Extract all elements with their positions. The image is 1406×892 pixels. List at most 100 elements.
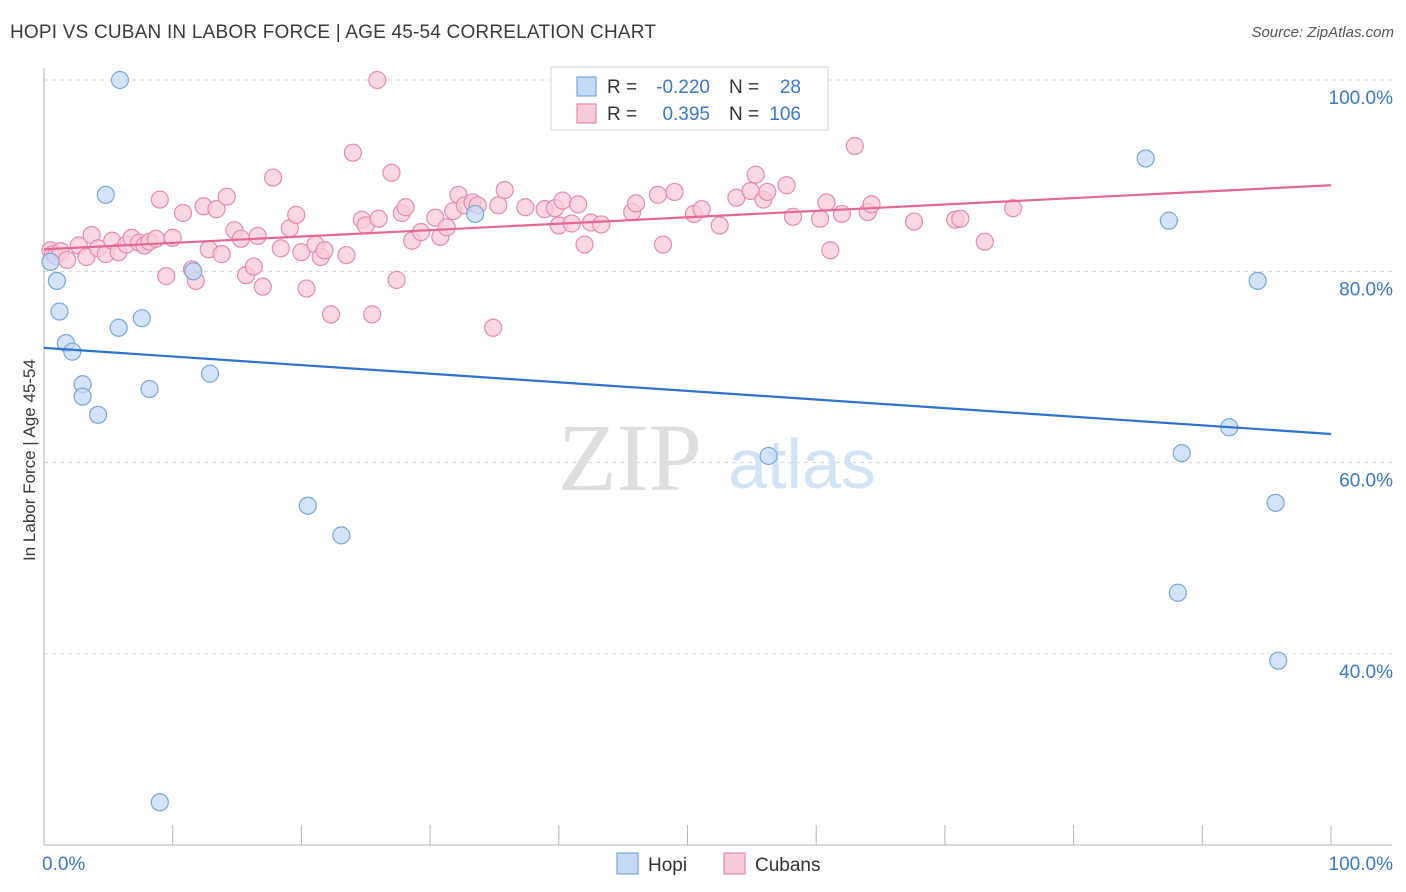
watermark-atlas: atlas <box>728 425 876 503</box>
hopi-point <box>1269 651 1288 670</box>
hopi-point <box>150 793 169 812</box>
legend: Hopi Cubans <box>616 852 821 876</box>
cuban-point <box>553 191 572 210</box>
cuban-point <box>387 270 406 290</box>
hopi-point <box>96 185 115 204</box>
points-layer <box>41 70 1288 812</box>
cuban-point <box>368 70 387 90</box>
stats-hopi-r-label: R = <box>607 77 637 98</box>
hopi-point <box>110 70 130 90</box>
cuban-point <box>484 318 503 337</box>
cuban-point <box>575 235 594 254</box>
hopi-point <box>1266 493 1285 512</box>
source-credit: Source: ZipAtlas.com <box>1251 24 1394 41</box>
cuban-point <box>217 187 236 206</box>
hopi-point <box>1248 271 1267 290</box>
cuban-trend-line <box>43 184 1332 251</box>
cuban-point <box>592 215 611 234</box>
stats-cuban-n-value: 106 <box>769 104 801 125</box>
hopi-point <box>109 318 128 337</box>
hopi-point <box>759 446 778 466</box>
cuban-point <box>495 180 514 200</box>
hopi-point <box>298 496 317 515</box>
cuban-point <box>810 209 830 228</box>
cuban-point <box>821 241 840 260</box>
cuban-point <box>297 279 316 298</box>
stats-cuban-n-label: N = <box>729 104 759 125</box>
hopi-point <box>466 204 485 224</box>
stats-hopi-swatch <box>576 76 597 97</box>
stats-box-frame <box>550 66 829 131</box>
watermark: ZIP atlas <box>558 404 876 511</box>
cuban-point <box>263 168 283 187</box>
cuban-point <box>665 182 684 202</box>
cuban-point <box>244 257 263 276</box>
x-tick-label: 100.0% <box>1329 854 1394 875</box>
legend-hopi-swatch <box>616 852 639 875</box>
cuban-point <box>150 190 169 209</box>
stats-hopi-n-value: 28 <box>780 77 801 98</box>
hopi-point <box>1136 149 1155 168</box>
hopi-point <box>132 309 151 328</box>
cuban-point <box>369 209 388 228</box>
y-tick-label: 100.0% <box>1329 88 1394 109</box>
legend-cubans-swatch <box>723 852 746 875</box>
cuban-point <box>315 241 334 260</box>
hopi-point <box>50 302 69 321</box>
stats-hopi-r-value: -0.220 <box>656 77 710 98</box>
hopi-point <box>184 262 203 281</box>
cuban-point <box>832 204 852 224</box>
cuban-point <box>710 216 729 235</box>
cuban-point <box>569 195 588 214</box>
cuban-point <box>904 212 924 231</box>
cuban-point <box>287 205 306 224</box>
cuban-point <box>207 200 226 219</box>
axes-layer <box>43 68 1392 846</box>
cuban-point <box>648 185 667 204</box>
cuban-point <box>382 163 401 182</box>
cuban-point <box>411 223 431 242</box>
hopi-point <box>47 271 66 290</box>
watermark-zip: ZIP <box>558 404 702 511</box>
chart-title: HOPI VS CUBAN IN LABOR FORCE | AGE 45-54… <box>10 22 657 43</box>
hopi-point <box>332 526 351 545</box>
cuban-point <box>975 232 994 251</box>
cuban-point <box>862 195 881 214</box>
stats-cuban-swatch <box>576 103 597 124</box>
cuban-point <box>777 176 796 195</box>
cuban-point <box>253 277 272 296</box>
cuban-point <box>951 209 970 228</box>
cuban-point <box>212 245 231 264</box>
cuban-point <box>271 239 290 258</box>
y-axis-label: In Labor Force | Age 45-54 <box>20 359 39 561</box>
cuban-point <box>321 305 341 324</box>
stats-box: R = -0.220 N = 28 R = 0.395 N = 106 <box>550 66 829 131</box>
stats-cuban-r-label: R = <box>607 104 637 125</box>
legend-hopi-label: Hopi <box>648 855 687 876</box>
hopi-point <box>41 252 60 271</box>
stats-cuban-r-value: 0.395 <box>662 104 710 125</box>
cuban-point <box>337 245 356 265</box>
cuban-point <box>363 305 382 324</box>
cuban-point <box>248 226 267 246</box>
x-tick-label: 0.0% <box>42 854 85 875</box>
trend-layer <box>43 184 1332 436</box>
hopi-point <box>1159 211 1178 230</box>
hopi-point <box>200 364 220 383</box>
cuban-point <box>157 267 176 286</box>
cuban-point <box>845 136 864 156</box>
grid-layer <box>44 79 1392 655</box>
cuban-point <box>516 198 535 217</box>
cuban-point <box>343 143 362 162</box>
hopi-point <box>88 405 108 424</box>
hopi-trend-line <box>43 346 1332 436</box>
hopi-point <box>73 387 92 406</box>
cuban-point <box>653 235 673 254</box>
cuban-point <box>396 198 415 217</box>
hopi-point <box>140 379 159 399</box>
hopi-point <box>1172 444 1191 463</box>
cuban-point <box>173 203 193 223</box>
cuban-point <box>437 218 456 237</box>
stats-hopi-n-label: N = <box>729 77 759 98</box>
